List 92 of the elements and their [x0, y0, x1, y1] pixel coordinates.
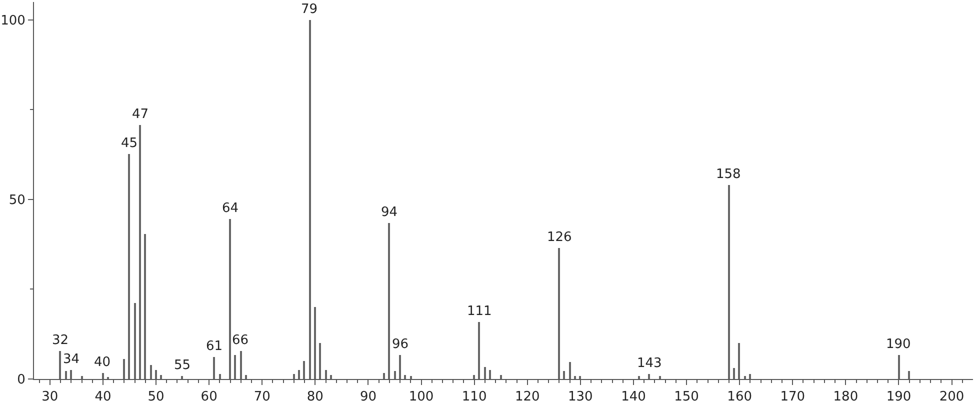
bar [325, 370, 327, 379]
bar [181, 376, 183, 379]
bar [404, 375, 406, 379]
annotation: 79 [301, 2, 318, 17]
annotation: 66 [232, 333, 249, 348]
bar [744, 376, 746, 379]
x-tick-label: 50 [148, 390, 164, 405]
x-tick-label: 160 [727, 390, 752, 405]
y-tick-label: 100 [0, 14, 26, 28]
bar [733, 368, 735, 379]
bar [314, 307, 316, 379]
bar [303, 361, 305, 379]
bar [569, 362, 571, 379]
bar [574, 376, 576, 379]
bar [579, 376, 581, 379]
x-tick-label: 80 [306, 390, 324, 405]
bar [388, 223, 390, 379]
bar [399, 355, 401, 379]
annotation: 55 [174, 358, 191, 373]
bar [394, 371, 396, 379]
bar [234, 355, 236, 379]
x-tick-label: 190 [886, 390, 912, 405]
bar [150, 365, 152, 379]
annotation: 158 [716, 167, 741, 182]
bar [160, 375, 162, 379]
bar [749, 374, 751, 379]
x-tick-label: 150 [674, 390, 699, 405]
bar [144, 234, 146, 379]
bar [128, 154, 130, 379]
bar [102, 373, 104, 379]
y-tick-label: 50 [8, 193, 26, 208]
bar [298, 370, 300, 379]
x-tick-label: 130 [568, 390, 593, 405]
x-tick-label: 170 [780, 390, 806, 405]
annotation: 40 [94, 355, 111, 370]
bar [293, 374, 295, 379]
bar [319, 343, 321, 379]
annotation: 64 [222, 201, 239, 216]
bar [229, 219, 231, 379]
x-tick-label: 200 [939, 390, 964, 405]
bar [728, 185, 730, 379]
bar [59, 351, 61, 379]
bar [558, 248, 560, 379]
x-tick-label: 100 [408, 390, 434, 405]
annotation: 45 [121, 136, 138, 151]
bar [898, 355, 900, 379]
bar [213, 357, 215, 379]
x-tick-label: 60 [200, 390, 218, 405]
bar [473, 375, 475, 379]
bar [245, 375, 247, 379]
bar [738, 343, 740, 379]
bar [155, 370, 157, 379]
annotation: 111 [467, 304, 492, 319]
x-tick-label: 140 [621, 390, 646, 405]
y-tick-label: 0 [17, 372, 26, 388]
bar [81, 376, 83, 379]
bar [134, 303, 136, 379]
annotation: 61 [206, 339, 223, 354]
annotation: 96 [392, 337, 409, 352]
annotation: 190 [886, 337, 911, 352]
bar [489, 370, 491, 379]
bar [65, 371, 67, 379]
x-tick-label: 180 [833, 390, 858, 405]
bar [478, 322, 480, 379]
bar [139, 125, 141, 379]
x-tick-label: 40 [94, 390, 112, 405]
bar [219, 374, 221, 379]
annotation: 143 [637, 356, 662, 371]
bar [659, 376, 661, 379]
x-tick-label: 120 [514, 390, 540, 405]
x-tick-label: 110 [462, 390, 487, 405]
bar [410, 376, 412, 379]
bar [638, 376, 640, 379]
annotation: 47 [132, 107, 149, 122]
annotation: 126 [547, 230, 572, 245]
bar [648, 374, 650, 379]
bar [908, 371, 910, 379]
bar [330, 375, 332, 379]
bar [70, 370, 72, 379]
bar [123, 359, 125, 379]
annotation: 32 [52, 333, 69, 348]
x-tick-label: 70 [254, 390, 270, 405]
annotation: 34 [63, 352, 80, 367]
x-tick-label: 30 [42, 390, 58, 405]
bar [240, 351, 242, 379]
bar [309, 20, 311, 379]
x-tick-label: 90 [360, 390, 376, 405]
bar [500, 375, 502, 379]
bar [383, 373, 385, 379]
annotation: 94 [381, 205, 398, 220]
bar [484, 367, 486, 379]
bar [563, 371, 565, 379]
